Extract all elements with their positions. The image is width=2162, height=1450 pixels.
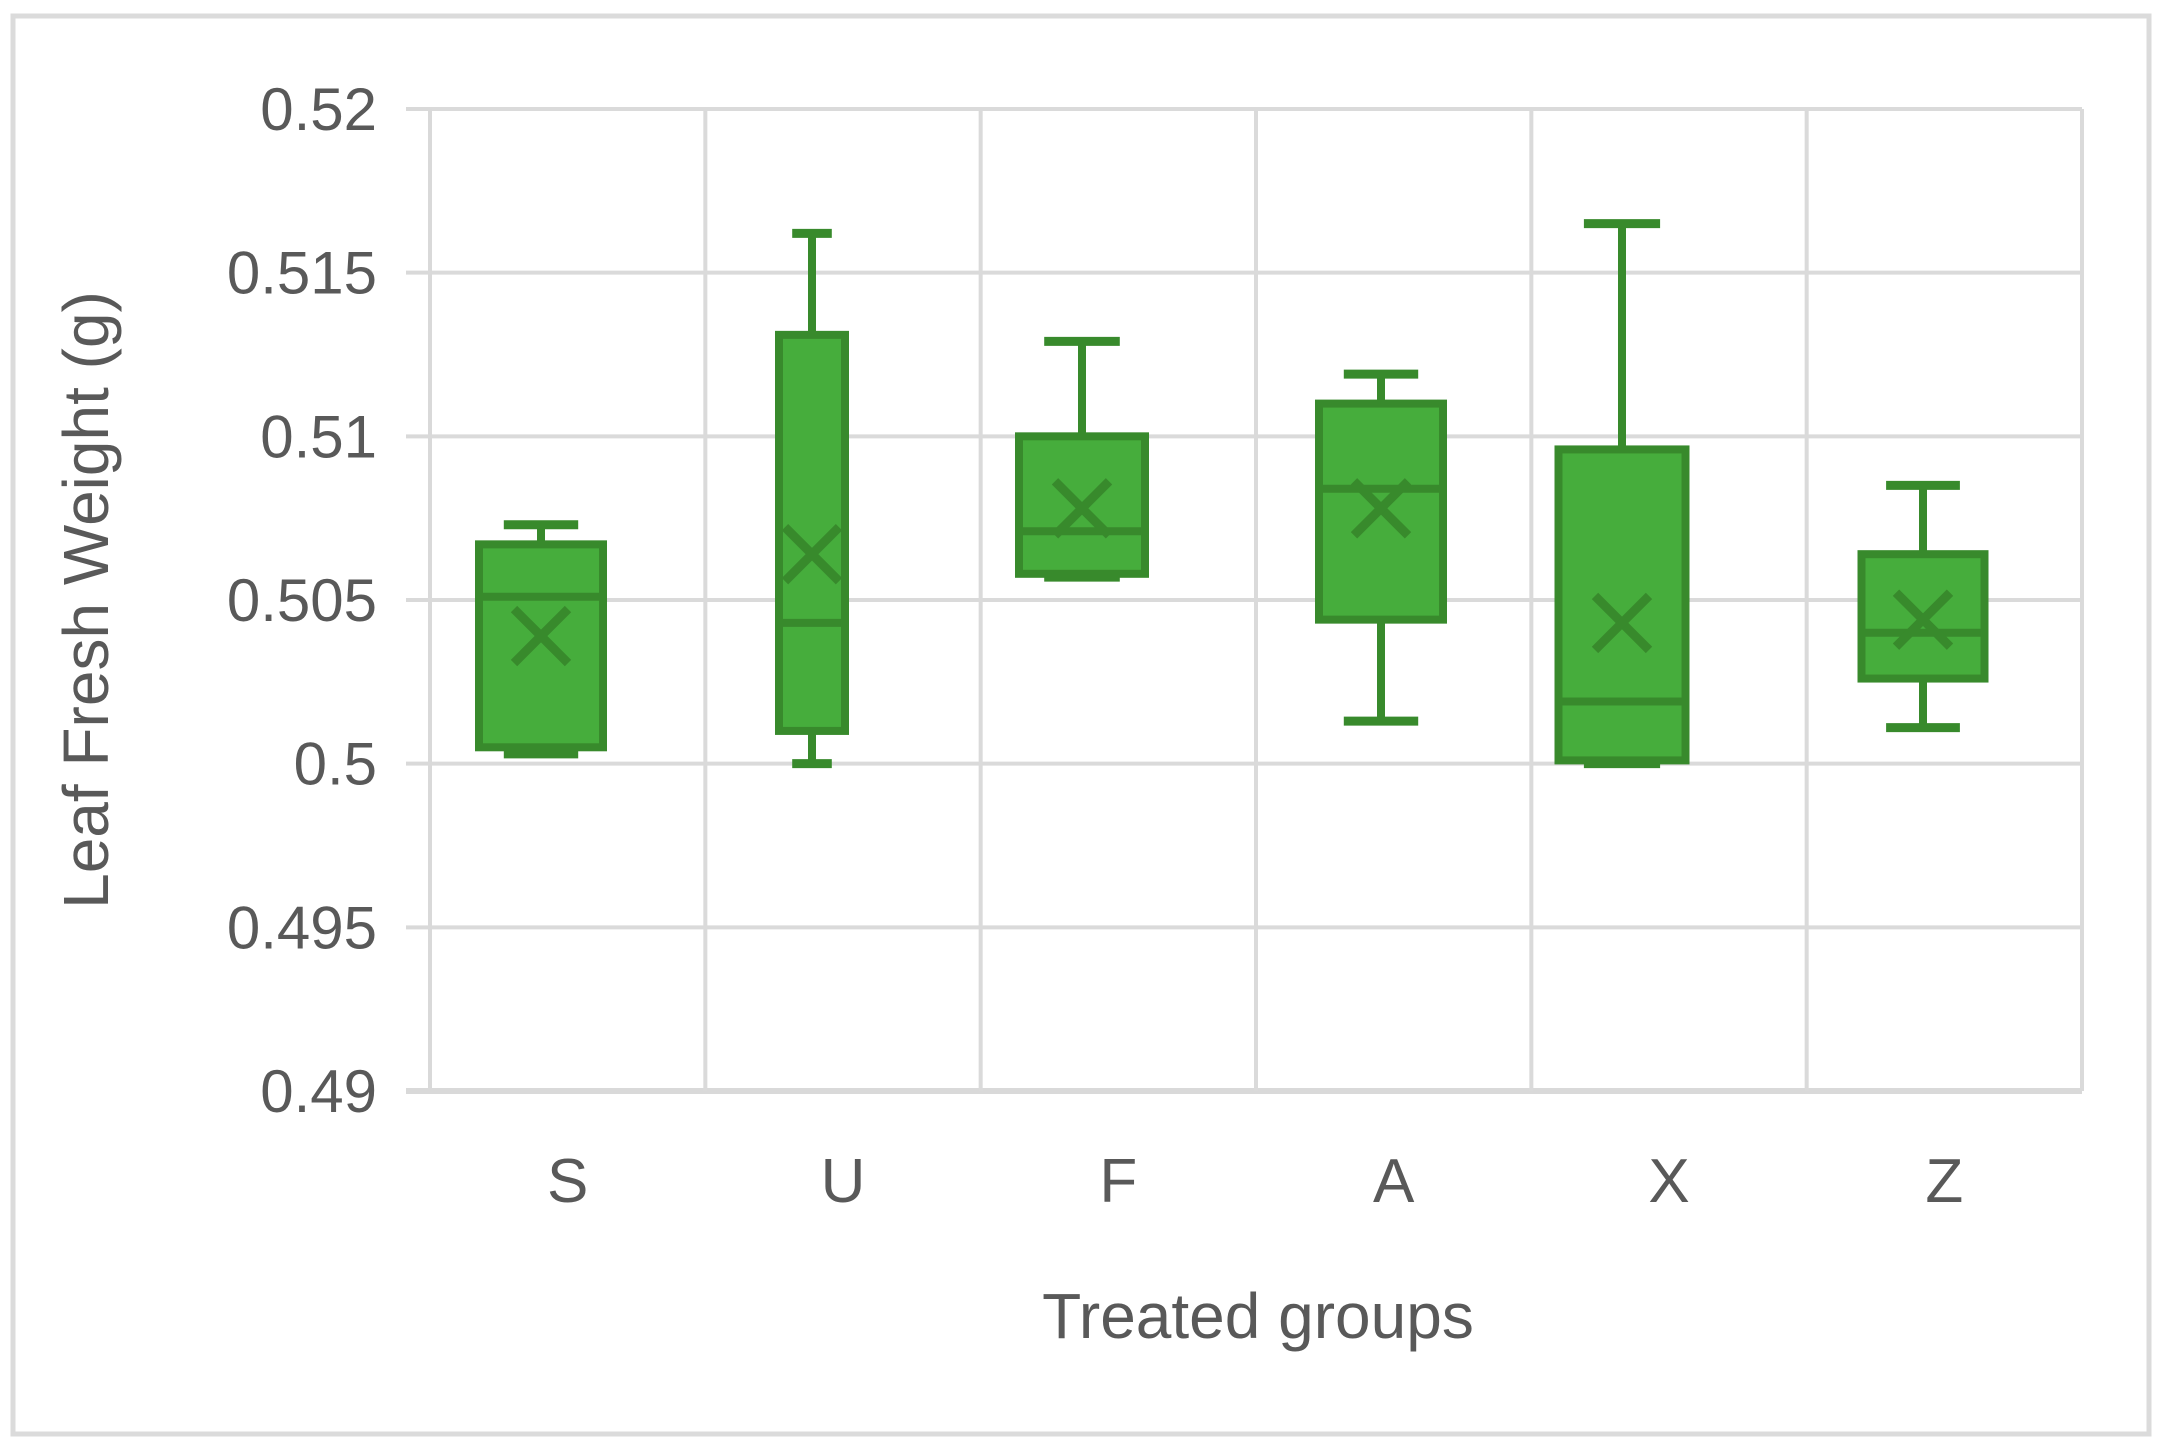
y-tick-label-0.51: 0.51 xyxy=(260,403,377,470)
box-series-layer xyxy=(475,219,1989,769)
x-category-label-Z: Z xyxy=(1925,1147,1963,1216)
mean-marker-Z xyxy=(1892,589,1954,650)
box-group-Z xyxy=(1857,480,1989,733)
x-category-label-X: X xyxy=(1648,1147,1689,1216)
box-group-S xyxy=(475,520,607,759)
gridline-layer xyxy=(406,107,2084,1094)
frame-border xyxy=(10,13,2152,1437)
box-group-U xyxy=(775,228,849,769)
y-tick-label-0.495: 0.495 xyxy=(227,894,377,961)
axis-label-layer: 0.52 0.515 0.51 0.505 0.5 0.495 0.49 S U F A X Z xyxy=(227,76,1963,1216)
y-tick-label-0.505: 0.505 xyxy=(227,567,377,634)
x-axis-title: Treated groups xyxy=(1042,1280,1474,1352)
y-tick-label-0.52: 0.52 xyxy=(260,76,377,143)
y-axis-title: Leaf Fresh Weight (g) xyxy=(50,291,122,909)
x-category-label-A: A xyxy=(1373,1147,1415,1216)
mean-marker-X xyxy=(1591,592,1653,654)
box-group-X xyxy=(1554,219,1690,769)
x-category-label-F: F xyxy=(1099,1147,1137,1216)
y-tick-label-0.515: 0.515 xyxy=(227,240,377,307)
mean-marker-U xyxy=(781,523,843,585)
box-group-A xyxy=(1315,369,1447,726)
y-tick-label-0.49: 0.49 xyxy=(260,1058,377,1125)
box-rect-S xyxy=(475,540,607,752)
box-rect-X xyxy=(1554,445,1690,765)
box-rect-F xyxy=(1015,432,1149,578)
x-category-label-U: U xyxy=(821,1147,866,1216)
box-group-F xyxy=(1015,336,1149,582)
y-tick-label-0.5: 0.5 xyxy=(294,731,377,798)
mean-marker-A xyxy=(1350,478,1412,539)
mean-marker-S xyxy=(510,605,572,667)
x-category-label-S: S xyxy=(547,1147,588,1216)
box-rect-A xyxy=(1315,399,1447,624)
mean-marker-F xyxy=(1051,478,1113,539)
